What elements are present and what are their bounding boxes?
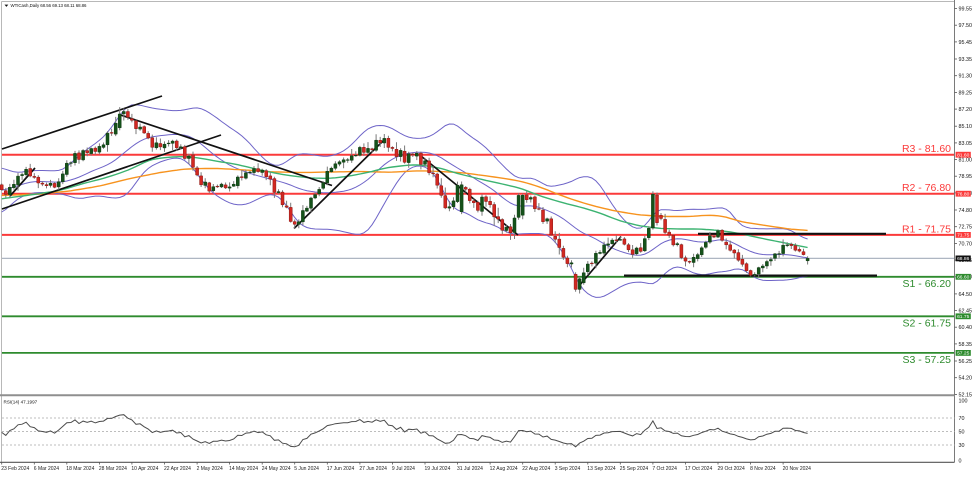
svg-text:R2 - 76.80: R2 - 76.80 [902, 182, 951, 194]
svg-text:74.80: 74.80 [959, 208, 973, 214]
svg-text:83.05: 83.05 [959, 141, 973, 147]
svg-text:R1 - 71.75: R1 - 71.75 [902, 223, 951, 235]
svg-text:0: 0 [959, 459, 962, 465]
svg-text:97.50: 97.50 [959, 23, 973, 29]
svg-text:19 Jul 2024: 19 Jul 2024 [425, 466, 451, 472]
svg-text:29 Oct 2024: 29 Oct 2024 [718, 466, 745, 472]
svg-text:WTICash,Daily 68.56 69.13 68.: WTICash,Daily 68.56 69.13 68.11 68.86 [11, 3, 88, 8]
svg-text:14 May 2024: 14 May 2024 [229, 466, 258, 472]
svg-text:8 Nov 2024: 8 Nov 2024 [750, 466, 776, 472]
svg-text:58.35: 58.35 [959, 342, 973, 348]
svg-text:56.25: 56.25 [959, 359, 973, 365]
svg-text:57.25: 57.25 [957, 351, 970, 357]
svg-text:R3 - 81.60: R3 - 81.60 [902, 143, 951, 155]
svg-text:61.75: 61.75 [957, 314, 970, 320]
svg-text:30: 30 [959, 443, 965, 449]
svg-text:5 Jun 2024: 5 Jun 2024 [294, 466, 319, 472]
svg-text:31 Jul 2024: 31 Jul 2024 [457, 466, 483, 472]
svg-text:7 Oct 2024: 7 Oct 2024 [652, 466, 677, 472]
svg-text:28 Mar 2024: 28 Mar 2024 [99, 466, 127, 472]
svg-text:72.75: 72.75 [959, 225, 973, 231]
svg-text:99.55: 99.55 [959, 7, 973, 13]
svg-text:54.20: 54.20 [959, 376, 973, 382]
svg-text:22 Apr 2024: 22 Apr 2024 [164, 466, 191, 472]
svg-text:81.00: 81.00 [959, 158, 973, 164]
svg-text:10 Apr 2024: 10 Apr 2024 [131, 466, 158, 472]
svg-text:71.75: 71.75 [957, 233, 970, 239]
svg-text:81.60: 81.60 [957, 153, 970, 159]
svg-text:100: 100 [959, 398, 968, 404]
svg-text:18 Mar 2024: 18 Mar 2024 [66, 466, 94, 472]
svg-text:25 Sep 2024: 25 Sep 2024 [620, 466, 649, 472]
svg-text:64.50: 64.50 [959, 292, 973, 298]
svg-text:2 May 2024: 2 May 2024 [197, 466, 223, 472]
svg-text:76.80: 76.80 [957, 192, 970, 198]
svg-text:66.60: 66.60 [957, 275, 970, 281]
svg-text:93.35: 93.35 [959, 57, 973, 63]
svg-text:S1 - 66.20: S1 - 66.20 [903, 278, 952, 290]
svg-text:60.40: 60.40 [959, 325, 973, 331]
svg-text:23 Feb 2024: 23 Feb 2024 [1, 466, 29, 472]
svg-text:3 Sep 2024: 3 Sep 2024 [555, 466, 581, 472]
svg-text:13 Sep 2024: 13 Sep 2024 [587, 466, 616, 472]
svg-text:85.10: 85.10 [959, 124, 973, 130]
svg-text:RSI(14) 47.1997: RSI(14) 47.1997 [4, 400, 38, 405]
svg-text:27 Jun 2024: 27 Jun 2024 [359, 466, 387, 472]
svg-text:24 May 2024: 24 May 2024 [262, 466, 291, 472]
svg-text:52.15: 52.15 [959, 392, 973, 398]
svg-text:78.95: 78.95 [959, 174, 973, 180]
svg-text:87.20: 87.20 [959, 107, 973, 113]
svg-text:50: 50 [959, 429, 965, 435]
svg-text:89.25: 89.25 [959, 90, 973, 96]
svg-text:9 Jul 2024: 9 Jul 2024 [392, 466, 415, 472]
svg-text:17 Jun 2024: 17 Jun 2024 [327, 466, 355, 472]
svg-text:S2 - 61.75: S2 - 61.75 [903, 318, 952, 330]
svg-text:22 Aug 2024: 22 Aug 2024 [522, 466, 550, 472]
svg-text:62.45: 62.45 [959, 309, 973, 315]
svg-text:20 Nov 2024: 20 Nov 2024 [783, 466, 812, 472]
svg-text:6 Mar 2024: 6 Mar 2024 [34, 466, 60, 472]
svg-text:95.45: 95.45 [959, 40, 973, 46]
svg-text:17 Oct 2024: 17 Oct 2024 [685, 466, 712, 472]
svg-text:91.30: 91.30 [959, 74, 973, 80]
svg-text:S3 - 57.25: S3 - 57.25 [903, 354, 952, 366]
svg-text:70: 70 [959, 416, 965, 422]
svg-text:68.86: 68.86 [957, 256, 970, 262]
svg-text:12 Aug 2024: 12 Aug 2024 [490, 466, 518, 472]
svg-text:70.70: 70.70 [959, 241, 973, 247]
